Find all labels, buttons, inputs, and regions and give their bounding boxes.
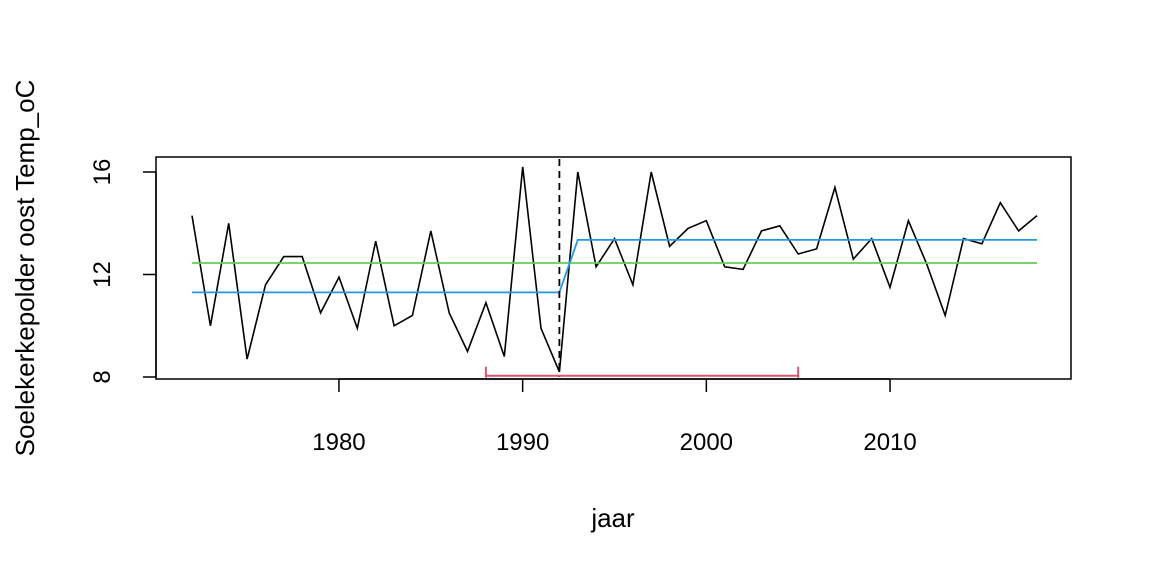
x-axis-title: jaar bbox=[590, 503, 635, 533]
x-tick-label-1980: 1980 bbox=[312, 429, 365, 456]
y-axis-title: Soelekerkepolder oost Temp_oC bbox=[10, 80, 40, 457]
x-axis: 1980 1990 2000 2010 bbox=[312, 378, 917, 456]
y-tick-label-12: 12 bbox=[89, 261, 116, 288]
chart-marks bbox=[191, 159, 1038, 378]
x-tick-label-2000: 2000 bbox=[680, 429, 733, 456]
series-observed-line bbox=[191, 166, 1038, 373]
x-tick-label-2010: 2010 bbox=[863, 429, 916, 456]
y-tick-label-16: 16 bbox=[89, 159, 116, 186]
y-tick-label-8: 8 bbox=[89, 370, 116, 383]
y-axis: 8 12 16 bbox=[89, 159, 157, 384]
x-tick-label-1990: 1990 bbox=[496, 429, 549, 456]
plot-frame bbox=[155, 156, 1072, 380]
series-step-line bbox=[192, 238, 1037, 294]
